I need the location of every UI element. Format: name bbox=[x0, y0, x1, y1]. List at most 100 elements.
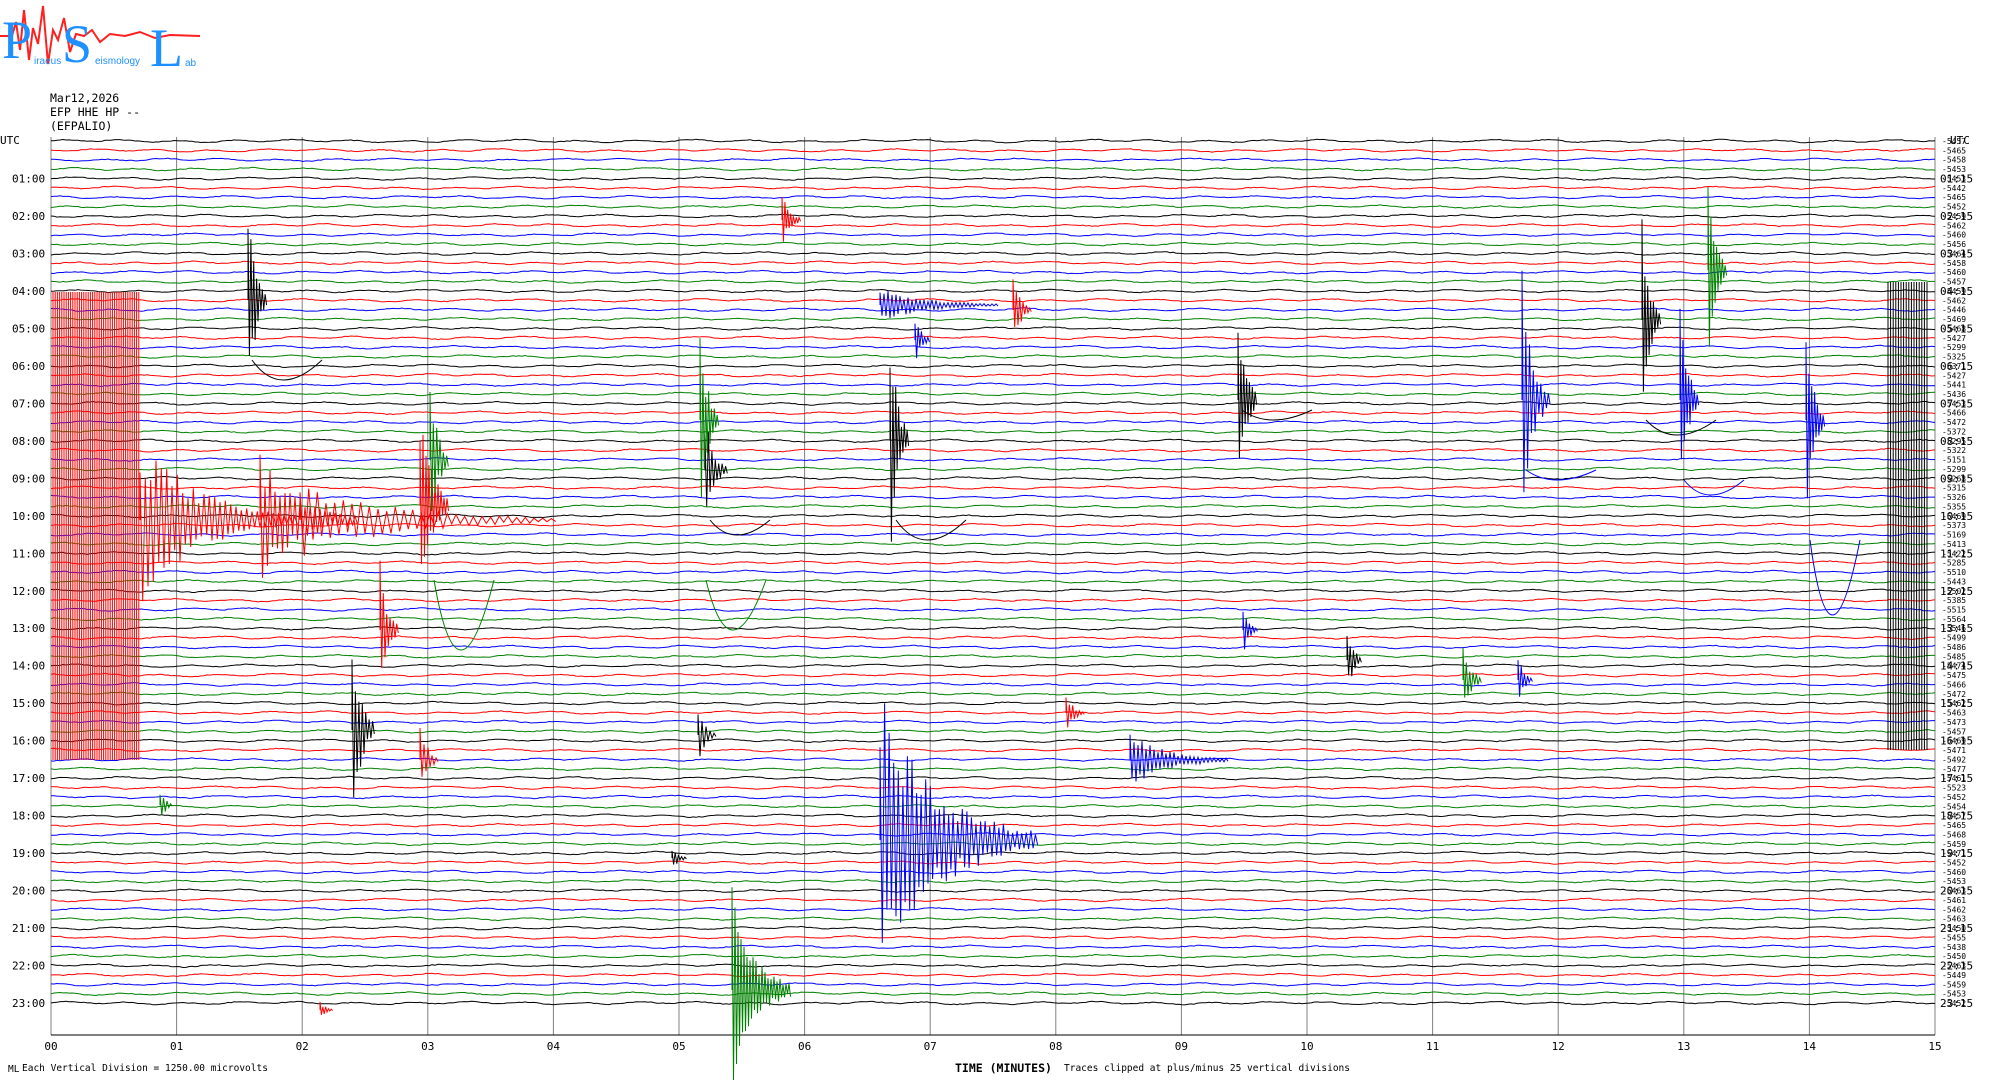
right-hour-label: 14:15 bbox=[1940, 660, 1973, 673]
trace-value-label: -5449 bbox=[1942, 971, 1966, 980]
trace-line bbox=[50, 166, 1936, 172]
trace-value-label: -5492 bbox=[1942, 755, 1966, 764]
trace-value-label: -5460 bbox=[1942, 268, 1966, 277]
event-burst bbox=[1242, 611, 1258, 650]
left-utc-title: UTC bbox=[0, 134, 20, 147]
right-hour-label: 06:15 bbox=[1940, 360, 1973, 373]
event-burst bbox=[671, 850, 687, 865]
event-burst bbox=[1065, 697, 1085, 728]
trace-value-label: -5452 bbox=[1942, 793, 1966, 802]
axis-labels: 00 01 02 03 04 05 06 07 08 09 10 11 12 13 14 15-5457-54… bbox=[0, 134, 1973, 1053]
left-hour-label: 11:00 bbox=[12, 547, 45, 560]
trace-line bbox=[51, 738, 1936, 744]
event-burst bbox=[1707, 187, 1728, 347]
trace-value-label: -5326 bbox=[1942, 493, 1966, 502]
trace-value-label: -5485 bbox=[1942, 652, 1966, 661]
trace-line bbox=[50, 813, 1936, 819]
trace-value-label: -5472 bbox=[1942, 690, 1966, 699]
left-hour-label: 14:00 bbox=[12, 660, 45, 673]
event-burst bbox=[914, 323, 930, 359]
trace-value-label: -5461 bbox=[1942, 774, 1966, 783]
trace-line bbox=[50, 532, 1936, 537]
right-hour-label: 10:15 bbox=[1940, 510, 1973, 523]
trace-line bbox=[50, 935, 1936, 940]
event-burst bbox=[419, 434, 449, 565]
trace-line bbox=[51, 916, 1936, 922]
trace-line bbox=[50, 785, 1936, 790]
event-burst bbox=[319, 1001, 333, 1015]
event-tail bbox=[1525, 469, 1597, 481]
trace-value-label: -5460 bbox=[1942, 868, 1966, 877]
trace-line bbox=[50, 757, 1935, 762]
right-hour-label: 09:15 bbox=[1940, 472, 1973, 485]
minute-tick-label: 12 bbox=[1552, 1040, 1565, 1053]
trace-value-label: -5462 bbox=[1942, 699, 1966, 708]
left-hour-label: 08:00 bbox=[12, 435, 45, 448]
event-burst bbox=[159, 794, 173, 816]
event-burst bbox=[1129, 734, 1229, 782]
left-hour-label: 15:00 bbox=[12, 697, 45, 710]
event-burst bbox=[419, 727, 439, 777]
trace-value-label: -5459 bbox=[1942, 980, 1966, 989]
trace-value-label: -5295 bbox=[1942, 437, 1966, 446]
event-burst bbox=[1517, 660, 1533, 697]
trace-line bbox=[50, 522, 1936, 528]
trace-line bbox=[51, 504, 1935, 509]
event-burst bbox=[1679, 308, 1700, 460]
trace-line bbox=[50, 410, 1936, 416]
scale-note: Each Vertical Division = 1250.00 microvo… bbox=[22, 1063, 268, 1074]
trace-value-label: -5453 bbox=[1942, 990, 1966, 999]
trace-value-label: -5462 bbox=[1942, 221, 1966, 230]
trace-line bbox=[50, 607, 1936, 612]
minute-tick-label: 01 bbox=[170, 1040, 183, 1053]
trace-value-label: -5285 bbox=[1942, 559, 1966, 568]
logo-word-1: iraeus bbox=[34, 56, 61, 67]
trace-line bbox=[50, 541, 1936, 547]
trace-line bbox=[50, 213, 1936, 219]
right-utc-title: UTC bbox=[1950, 134, 1970, 147]
logo-word-3: ab bbox=[185, 58, 197, 69]
minute-tick-label: 00 bbox=[44, 1040, 57, 1053]
trace-value-label: -5453 bbox=[1942, 877, 1966, 886]
minute-tick-label: 02 bbox=[296, 1040, 309, 1053]
trace-value-label: -5459 bbox=[1942, 212, 1966, 221]
trace-value-label: -5465 bbox=[1942, 146, 1966, 155]
trace-value-label: -5452 bbox=[1942, 858, 1966, 867]
left-hour-label: 19:00 bbox=[12, 847, 45, 860]
trace-value-label: -5468 bbox=[1942, 830, 1966, 839]
right-hour-label: 20:15 bbox=[1940, 885, 1973, 898]
left-hour-label: 18:00 bbox=[12, 810, 45, 823]
left-hour-label: 12:00 bbox=[12, 585, 45, 598]
minute-tick-label: 11 bbox=[1426, 1040, 1439, 1053]
trace-line bbox=[50, 475, 1936, 481]
trace-line bbox=[50, 775, 1936, 781]
trace-line bbox=[50, 822, 1936, 828]
right-hour-label: 08:15 bbox=[1940, 435, 1973, 448]
event-burst bbox=[1805, 342, 1826, 499]
trace-line bbox=[50, 944, 1936, 950]
trace-value-label: -5452 bbox=[1942, 999, 1966, 1008]
left-hour-label: 21:00 bbox=[12, 922, 45, 935]
trace-line bbox=[50, 710, 1936, 715]
trace-value-label: -5502 bbox=[1942, 587, 1966, 596]
trace-line bbox=[50, 185, 1936, 191]
trace-value-label: -5457 bbox=[1942, 812, 1966, 821]
event-burst bbox=[1641, 219, 1662, 392]
right-hour-label: 19:15 bbox=[1940, 847, 1973, 860]
right-hour-label: 07:15 bbox=[1940, 397, 1973, 410]
event-burst bbox=[699, 338, 720, 498]
event-burst bbox=[379, 560, 399, 668]
trace-line bbox=[51, 222, 1936, 228]
trace-line bbox=[50, 316, 1936, 322]
trace-line bbox=[51, 157, 1935, 163]
trace-value-label: -5459 bbox=[1942, 287, 1966, 296]
minute-tick-label: 13 bbox=[1677, 1040, 1690, 1053]
trace-line bbox=[50, 335, 1936, 341]
trace-line bbox=[50, 907, 1936, 912]
trace-line bbox=[50, 344, 1936, 350]
event-burst bbox=[247, 228, 268, 356]
trace-value-label: -5463 bbox=[1942, 962, 1966, 971]
trace-line bbox=[50, 850, 1936, 856]
logo-seismic-wave bbox=[0, 5, 201, 65]
